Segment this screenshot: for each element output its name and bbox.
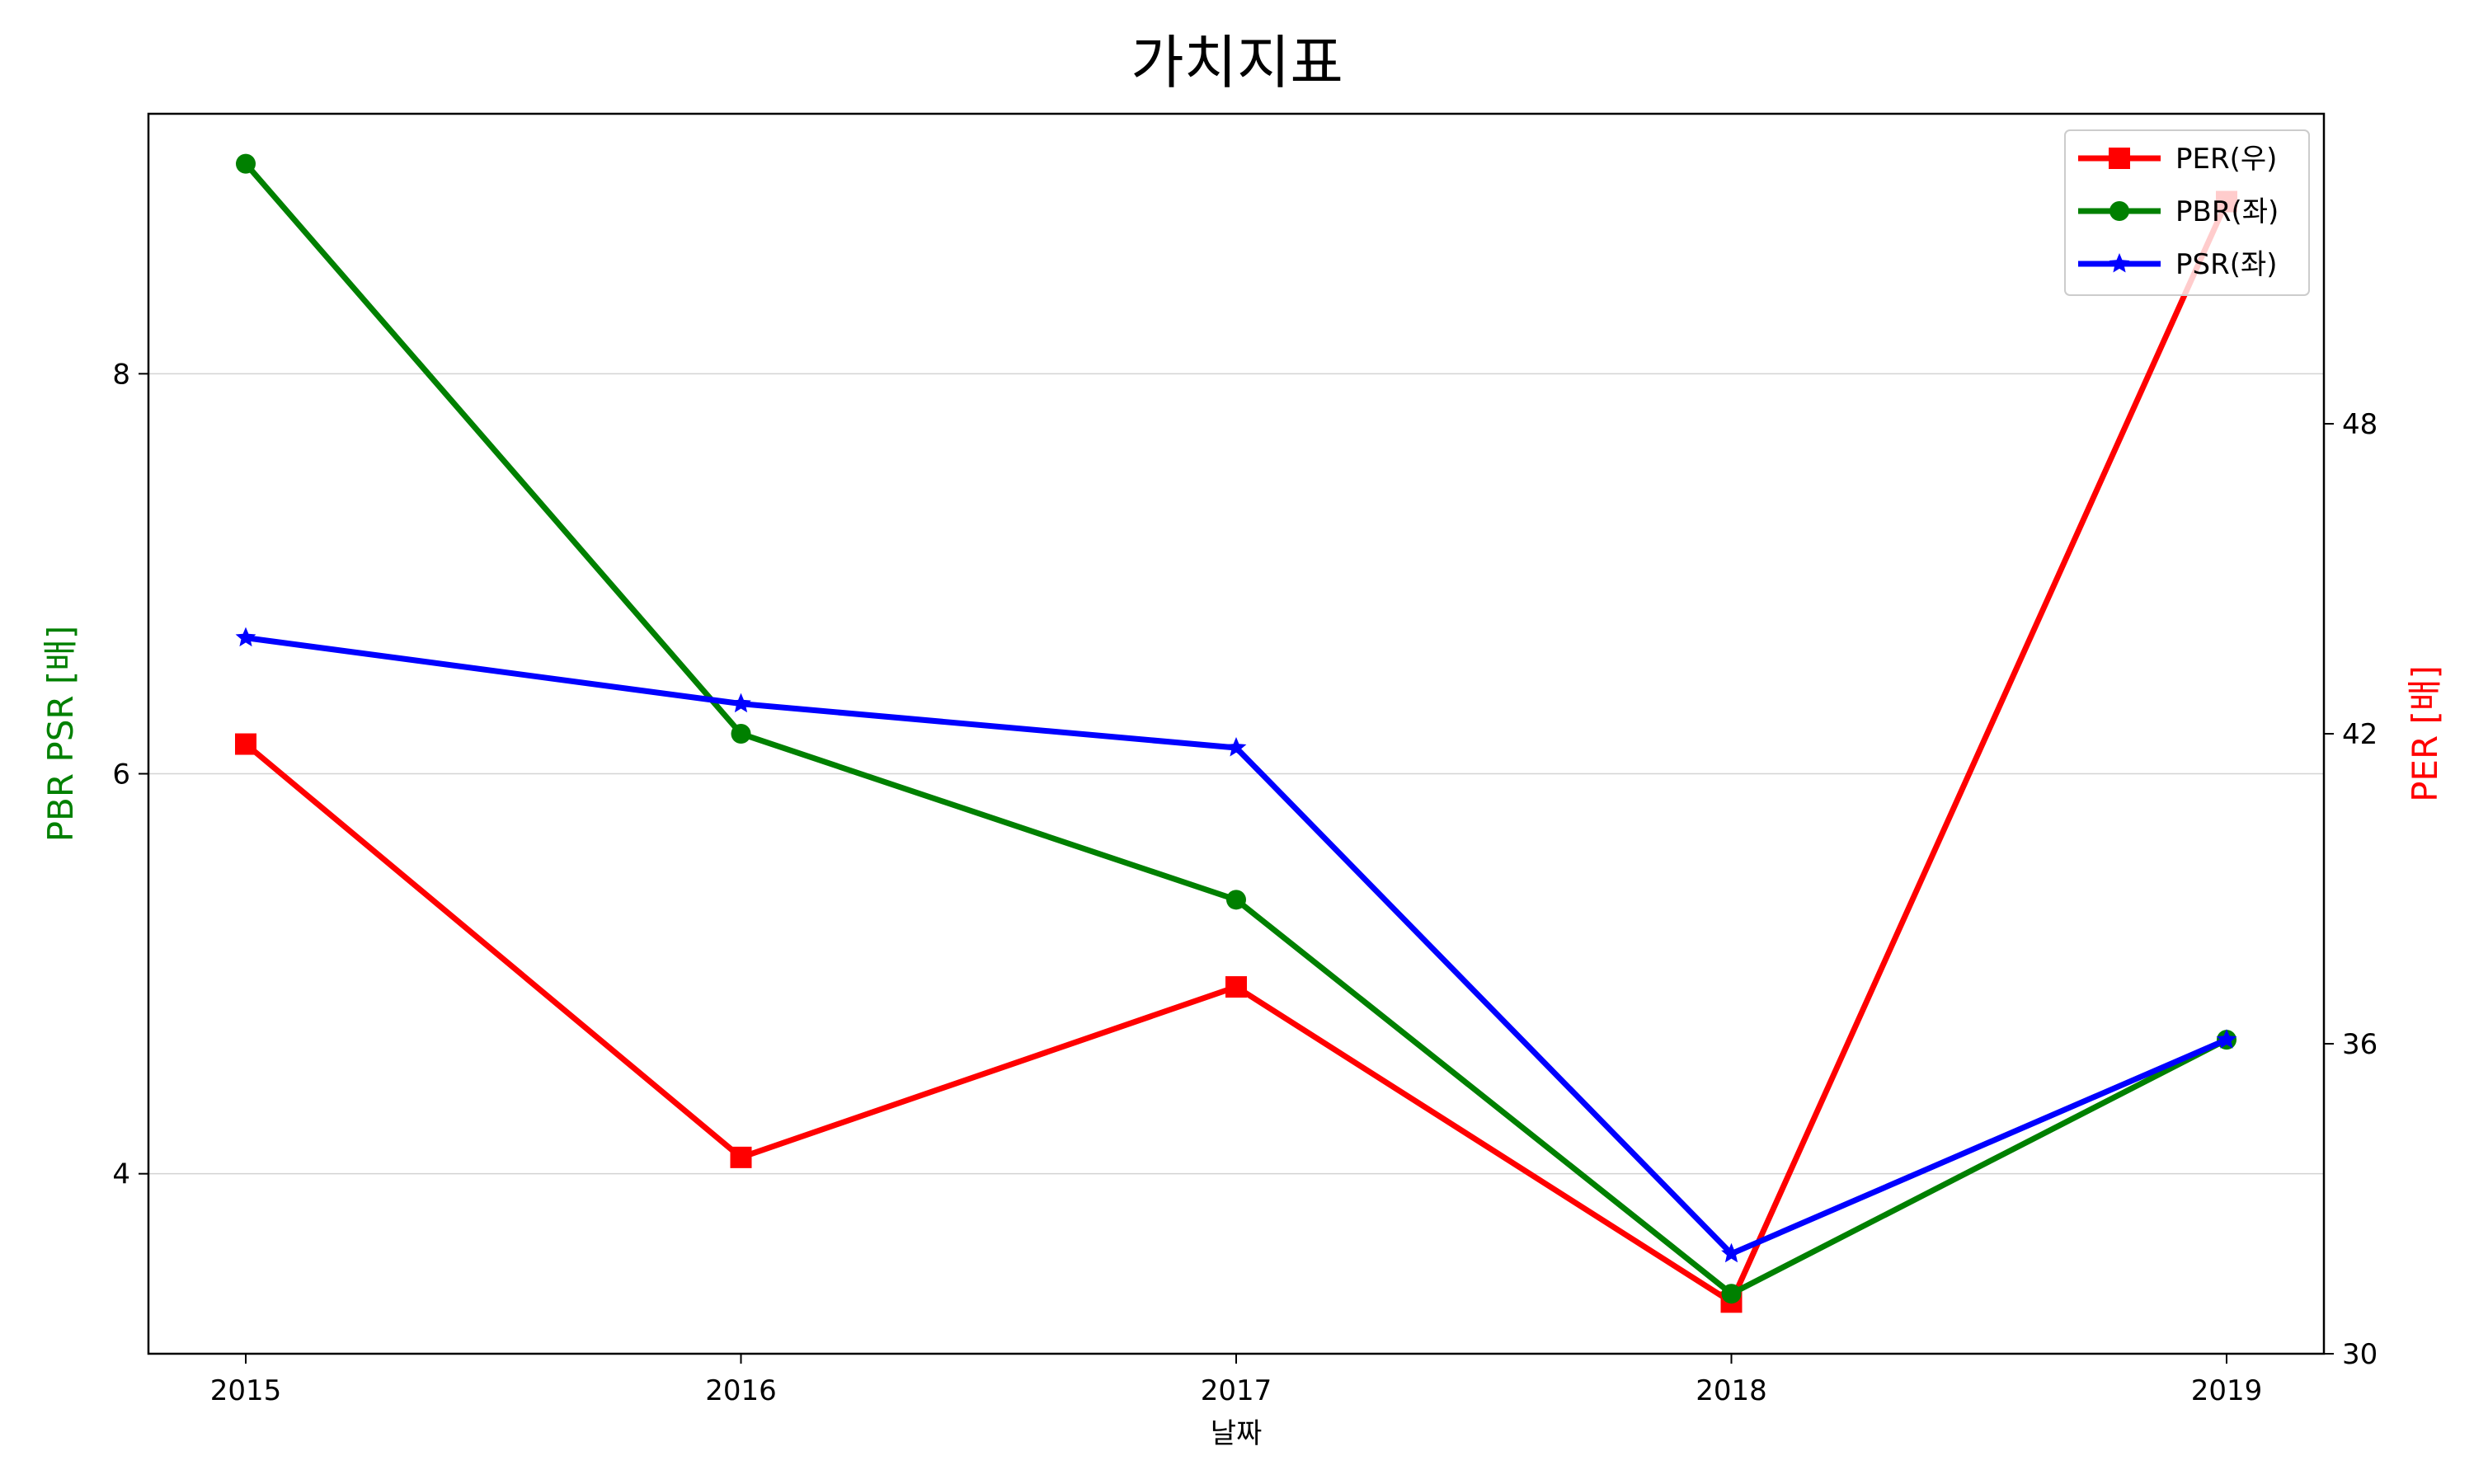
y-right-tick-label: 42 — [2342, 718, 2378, 751]
data-point-psr — [235, 627, 256, 647]
data-point-pbr — [1721, 1284, 1742, 1304]
y-left-tick-label: 6 — [112, 758, 130, 791]
y-axis-left: 4 6 8 — [112, 358, 148, 1191]
legend-label-per: PER(우) — [2175, 143, 2277, 176]
data-point-psr — [1225, 737, 1247, 757]
data-point-pbr — [731, 724, 751, 744]
x-tick-label: 2016 — [705, 1374, 777, 1407]
plot-frame — [147, 112, 2326, 1355]
grid-lines — [148, 373, 2324, 1175]
y-left-tick-label: 4 — [112, 1158, 130, 1191]
data-point-psr — [731, 693, 751, 713]
y-right-tick-label: 36 — [2342, 1028, 2378, 1061]
legend-marker-pbr — [2109, 201, 2129, 221]
y-right-tick-label: 30 — [2342, 1338, 2378, 1371]
x-tick-label: 2019 — [2191, 1374, 2263, 1407]
y-axis-left-title: PBR PSR [배] — [40, 626, 81, 843]
x-tick-label: 2015 — [210, 1374, 282, 1407]
x-axis: 2015 2016 2017 2018 2019 — [210, 1354, 2263, 1407]
y-axis-right: 30 36 42 48 — [2324, 408, 2378, 1371]
series-line-pbr — [243, 162, 2228, 1297]
data-point-pbr — [236, 153, 256, 174]
series-layer — [235, 153, 2237, 1313]
data-point-psr — [2216, 1029, 2237, 1049]
x-tick-label: 2018 — [1696, 1374, 1767, 1407]
series-psr — [235, 627, 2237, 1263]
series-pbr — [236, 153, 2236, 1304]
legend-label-psr: PSR(좌) — [2175, 248, 2278, 281]
legend: PER(우) PBR(좌) PSR(좌) — [2064, 129, 2310, 296]
legend-marker-per — [2109, 148, 2130, 169]
legend-label-pbr: PBR(좌) — [2175, 195, 2279, 228]
y-axis-right-title: PER [배] — [2405, 665, 2445, 802]
y-left-tick-label: 8 — [112, 358, 130, 391]
x-axis-title: 날짜 — [1211, 1417, 1263, 1450]
series-line-psr — [245, 635, 2228, 1257]
x-tick-label: 2017 — [1201, 1374, 1272, 1407]
data-point-pbr — [1226, 890, 1246, 910]
data-point-per — [1225, 976, 1247, 998]
data-point-psr — [1721, 1242, 1742, 1263]
data-point-per — [730, 1146, 752, 1168]
y-right-tick-label: 48 — [2342, 408, 2378, 441]
chart-title: 가치지표 — [1131, 29, 1343, 96]
legend-frame — [2064, 129, 2310, 296]
legend-marker-psr — [2109, 253, 2130, 273]
data-point-per — [235, 733, 256, 755]
